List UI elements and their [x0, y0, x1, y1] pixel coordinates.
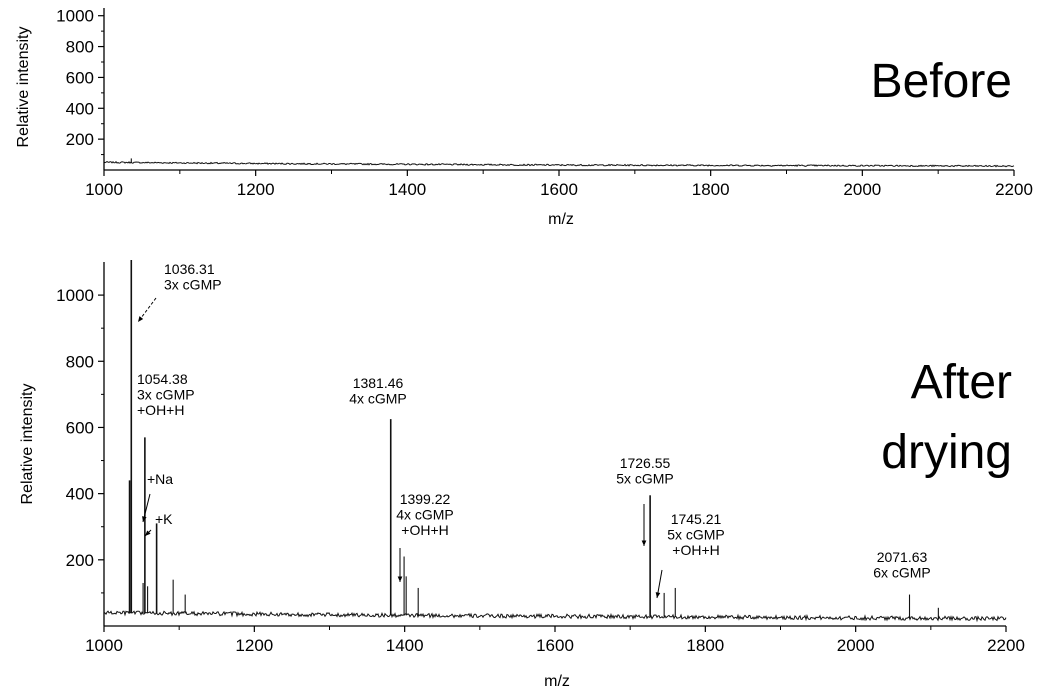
annotation-arrow-head [397, 576, 403, 582]
spectrum-trace-after [103, 610, 1007, 623]
peak-annotation-label: 1726.55 [620, 455, 671, 471]
x-tick-label: 1400 [388, 180, 426, 199]
peak-annotation-label: 1054.38 [137, 371, 188, 387]
y-tick-label: 200 [66, 551, 94, 570]
x-tick-label: 2200 [995, 180, 1033, 199]
spectrum-trace-before [103, 160, 1015, 168]
x-tick-label: 2000 [843, 180, 881, 199]
y-tick-label: 600 [66, 418, 94, 437]
x-axis-title: m/z [544, 673, 570, 690]
annotation-arrow-head [145, 530, 151, 536]
peak-annotation-label: +OH+H [137, 402, 184, 418]
peak-annotation-label: 3x cGMP [164, 277, 222, 293]
y-tick-label: 1000 [56, 286, 94, 305]
x-tick-label: 1400 [386, 636, 424, 655]
annotation-arrow-head [641, 540, 647, 546]
x-tick-label: 1600 [536, 636, 574, 655]
annotation-arrow-head [655, 592, 661, 598]
y-axis-title: Relative intensity [19, 384, 36, 505]
peak-annotation-label: 1399.22 [400, 491, 451, 507]
x-tick-label: 1000 [85, 180, 123, 199]
x-axis-title: m/z [548, 211, 574, 228]
peak-annotation-label: +Na [147, 471, 173, 487]
peak-annotation-label: 4x cGMP [349, 391, 407, 407]
x-tick-label: 1200 [237, 180, 275, 199]
x-tick-label: 2000 [837, 636, 875, 655]
x-tick-label: 1200 [235, 636, 273, 655]
peak-annotation-label: +K [155, 511, 173, 527]
y-axis-title: Relative intensity [15, 27, 32, 148]
peak-annotation-label: 1745.21 [671, 511, 722, 527]
panel-label-drying: drying [881, 426, 1012, 479]
panel-label-after: After [911, 356, 1012, 409]
x-tick-label: 1800 [686, 636, 724, 655]
peak-annotation-label: 5x cGMP [616, 471, 674, 487]
peak-annotation-label: 6x cGMP [873, 565, 931, 581]
x-tick-label: 1600 [540, 180, 578, 199]
y-tick-label: 600 [66, 68, 94, 87]
peak-annotation-label: 2071.63 [877, 549, 928, 565]
panel-label-before: Before [871, 55, 1012, 108]
y-tick-label: 1000 [56, 7, 94, 26]
x-tick-label: 2200 [987, 636, 1025, 655]
peak-annotation-label: 4x cGMP [396, 507, 454, 523]
y-tick-label: 400 [66, 99, 94, 118]
y-tick-label: 800 [66, 352, 94, 371]
peak-annotation-label: 3x cGMP [137, 387, 195, 403]
y-tick-label: 400 [66, 485, 94, 504]
peak-annotation-label: 1036.31 [164, 261, 215, 277]
annotation-arrow-head [142, 516, 147, 522]
annotation-arrow-head [138, 316, 144, 322]
peak-annotation-label: 5x cGMP [667, 527, 725, 543]
x-tick-label: 1000 [85, 636, 123, 655]
y-tick-label: 800 [66, 38, 94, 57]
peak-annotation-label: 1381.46 [353, 375, 404, 391]
y-tick-label: 200 [66, 130, 94, 149]
peak-annotation-label: +OH+H [401, 522, 448, 538]
peak-annotation-label: +OH+H [672, 542, 719, 558]
x-tick-label: 1800 [692, 180, 730, 199]
